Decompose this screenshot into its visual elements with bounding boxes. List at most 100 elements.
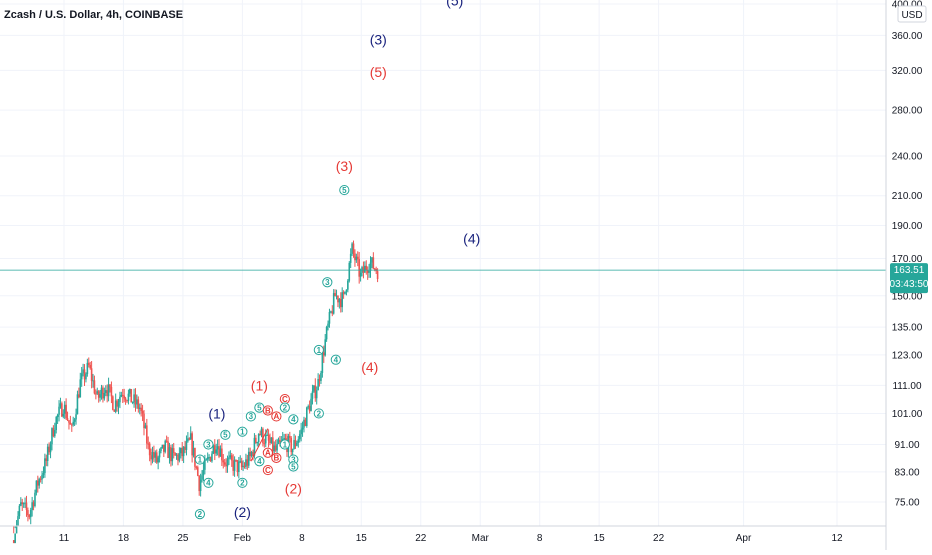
candle-body — [179, 447, 182, 454]
candle-body — [34, 492, 36, 507]
wave-marker: 4 — [203, 477, 214, 488]
candle-body — [141, 411, 144, 414]
candle-body — [170, 447, 172, 462]
candle-body — [138, 407, 141, 409]
candle-body — [55, 417, 58, 431]
candle-body — [192, 447, 195, 456]
wave-marker-ring — [203, 439, 214, 450]
candle-body — [150, 455, 152, 460]
candle-body — [100, 387, 103, 395]
candle-body — [32, 502, 35, 507]
candle-body — [123, 395, 125, 399]
wave-marker-label: 5 — [342, 186, 347, 195]
candle-body — [246, 459, 249, 466]
candle-body — [137, 399, 140, 409]
candle-body — [253, 437, 256, 456]
x-tick-label: 11 — [59, 533, 70, 544]
candle-body — [164, 440, 167, 452]
x-tick-label: 8 — [537, 533, 543, 544]
candle-body — [187, 438, 189, 442]
candle-body — [300, 429, 302, 435]
candle-body — [306, 407, 308, 427]
candle-body — [229, 455, 232, 458]
y-tick-label: 83.00 — [894, 467, 919, 478]
y-axis[interactable]: 75.00 83.00 91.00 101.00 111.00 123.00 135.00 1… — [885, 0, 923, 550]
y-tick-label: 123.00 — [892, 350, 923, 361]
candle-body — [121, 394, 124, 396]
candle-body — [226, 459, 229, 467]
wave-marker-ring — [279, 439, 290, 450]
candle-body — [196, 467, 199, 476]
x-tick-label: 15 — [356, 533, 368, 544]
y-tick-label: 240.00 — [892, 151, 923, 162]
candle-body — [355, 256, 358, 261]
wave-marker: 1 — [194, 454, 206, 465]
candle-body — [76, 394, 79, 415]
candle-body — [168, 447, 171, 459]
wave-label: (4) — [463, 230, 480, 246]
candle-body — [195, 466, 198, 468]
candle-body — [49, 444, 52, 453]
candle-body — [45, 458, 48, 461]
candle-body — [345, 289, 348, 292]
wave-marker: 2 — [237, 477, 248, 488]
x-tick-label: 8 — [299, 533, 305, 544]
wave-marker: 3 — [245, 411, 256, 422]
candle-body — [249, 451, 251, 457]
candle-body — [184, 446, 186, 450]
wave-marker-label: 4 — [257, 457, 262, 466]
wave-marker: 4 — [330, 354, 341, 365]
candle-body — [243, 465, 246, 467]
x-tick-label: 25 — [177, 533, 189, 544]
candle-body — [352, 243, 355, 254]
candle-body — [104, 390, 107, 393]
y-tick-label: 135.00 — [892, 323, 923, 334]
candle-body — [201, 475, 203, 480]
candle-body — [59, 403, 62, 407]
x-tick-label: 22 — [415, 533, 427, 544]
candle-body — [338, 298, 341, 303]
wave-guide-line — [250, 428, 269, 462]
candle-body — [63, 404, 66, 414]
candle-body — [38, 478, 41, 486]
candle-body — [216, 446, 219, 450]
wave-marker-label: 5 — [291, 462, 296, 471]
wave-marker-label: 3 — [249, 412, 254, 421]
wave-marker-label: 3 — [206, 440, 211, 449]
candle-body — [359, 272, 362, 277]
wave-marker: A — [271, 411, 282, 422]
candle-body — [198, 475, 201, 492]
candle-body — [96, 391, 99, 394]
candle-body — [110, 386, 113, 397]
candle-body — [325, 326, 328, 340]
candle-body — [239, 461, 242, 463]
candle-body — [112, 396, 114, 410]
wave-marker-label: 4 — [334, 356, 339, 365]
candle-body — [334, 293, 336, 297]
candle-body — [250, 452, 253, 457]
wave-marker-label: 2 — [198, 510, 203, 519]
wave-marker: 2 — [194, 509, 206, 520]
candle-body — [188, 438, 191, 440]
wave-marker-label: 5 — [257, 403, 262, 412]
candle-body — [262, 428, 264, 444]
currency-badge[interactable]: USD — [897, 5, 927, 23]
candle-body — [269, 440, 271, 444]
candle-body — [267, 434, 270, 441]
candle-body — [12, 540, 15, 544]
wave-marker: 1 — [237, 426, 248, 437]
candle-body — [46, 446, 49, 461]
y-tick-label: 320.00 — [892, 66, 923, 77]
grid — [0, 0, 886, 526]
candle-body — [284, 438, 287, 440]
candle-body — [134, 394, 137, 405]
candle-body — [69, 422, 72, 425]
candle-body — [24, 502, 26, 504]
candle-body — [107, 384, 110, 397]
candle-body — [337, 295, 339, 303]
wave-marker: 3 — [203, 439, 214, 450]
x-axis[interactable]: 11 18 25 Feb 8 15 22 Mar 8 15 22 Apr 12 — [0, 525, 886, 544]
candle-body — [194, 447, 196, 467]
